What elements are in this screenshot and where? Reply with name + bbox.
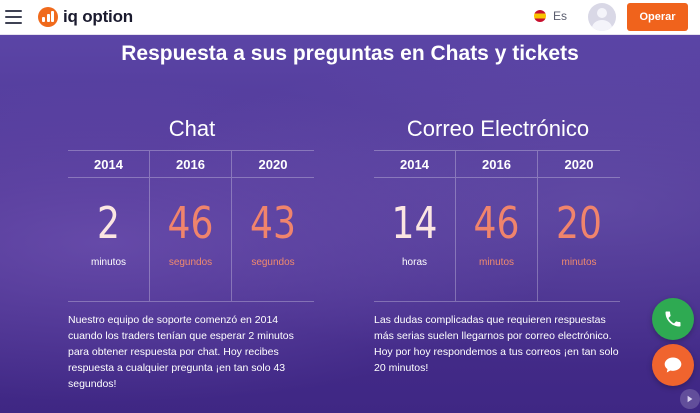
chat-stats-table: 2014 2 minutos 2016 46 segundos 2020 43 … bbox=[68, 150, 314, 302]
stat-year: 2020 bbox=[232, 150, 314, 178]
stat-unit: minutos bbox=[90, 257, 126, 268]
logo-text: iq option bbox=[63, 7, 133, 26]
stat-year: 2020 bbox=[538, 150, 620, 178]
stat-unit: segundos bbox=[251, 257, 295, 268]
stat-value: 46 bbox=[473, 198, 520, 249]
email-stats-table: 2014 14 horas 2016 46 minutos 2020 20 mi… bbox=[374, 150, 620, 302]
user-avatar-icon[interactable] bbox=[588, 3, 616, 31]
stat-value: 2 bbox=[97, 198, 120, 249]
stat-unit: minutos bbox=[478, 257, 514, 268]
email-title: Correo Electrónico bbox=[406, 116, 590, 141]
language-selector[interactable]: Es bbox=[534, 9, 567, 23]
stat-value: 46 bbox=[167, 198, 214, 249]
spain-flag-icon bbox=[534, 10, 546, 22]
language-label: Es bbox=[553, 9, 568, 23]
chat-stat-2014: 2014 2 minutos bbox=[68, 150, 150, 302]
stat-unit: horas bbox=[401, 257, 427, 268]
hero-title: Respuesta a sus preguntas en Chats y tic… bbox=[121, 42, 579, 65]
support-hero-section: Respuesta a sus preguntas en Chats y tic… bbox=[0, 35, 700, 413]
email-stat-2016: 2016 46 minutos bbox=[456, 150, 538, 302]
chat-title: Chat bbox=[168, 116, 216, 141]
stat-year: 2016 bbox=[150, 150, 231, 178]
stat-value: 14 bbox=[391, 198, 438, 249]
email-stat-2020: 2020 20 minutos bbox=[538, 150, 620, 302]
stat-unit: minutos bbox=[561, 257, 597, 268]
play-arrow-icon bbox=[687, 395, 693, 403]
top-navbar: iq option Es Operar bbox=[0, 0, 700, 35]
email-stat-2014: 2014 14 horas bbox=[374, 150, 456, 302]
email-description: Las dudas complicadas que requieren resp… bbox=[374, 314, 619, 374]
scroll-next-button[interactable] bbox=[680, 389, 700, 409]
stat-year: 2014 bbox=[374, 150, 455, 178]
hamburger-menu-icon[interactable] bbox=[5, 10, 22, 24]
chat-description: Nuestro equipo de soporte comenzó en 201… bbox=[68, 314, 294, 390]
stat-value: 43 bbox=[250, 198, 296, 249]
phone-call-button[interactable] bbox=[652, 298, 694, 340]
chat-stat-2020: 2020 43 segundos bbox=[232, 150, 314, 302]
phone-icon bbox=[665, 311, 681, 327]
stat-year: 2016 bbox=[456, 150, 537, 178]
live-chat-button[interactable] bbox=[652, 344, 694, 386]
operar-button[interactable]: Operar bbox=[627, 3, 688, 31]
chat-bubble-icon bbox=[664, 357, 682, 373]
iq-option-logo[interactable]: iq option bbox=[38, 7, 133, 27]
chat-stat-2016: 2016 46 segundos bbox=[150, 150, 232, 302]
stat-value: 20 bbox=[556, 198, 602, 249]
stat-year: 2014 bbox=[68, 150, 149, 178]
iq-logo-icon bbox=[38, 7, 58, 27]
stat-unit: segundos bbox=[168, 257, 213, 268]
